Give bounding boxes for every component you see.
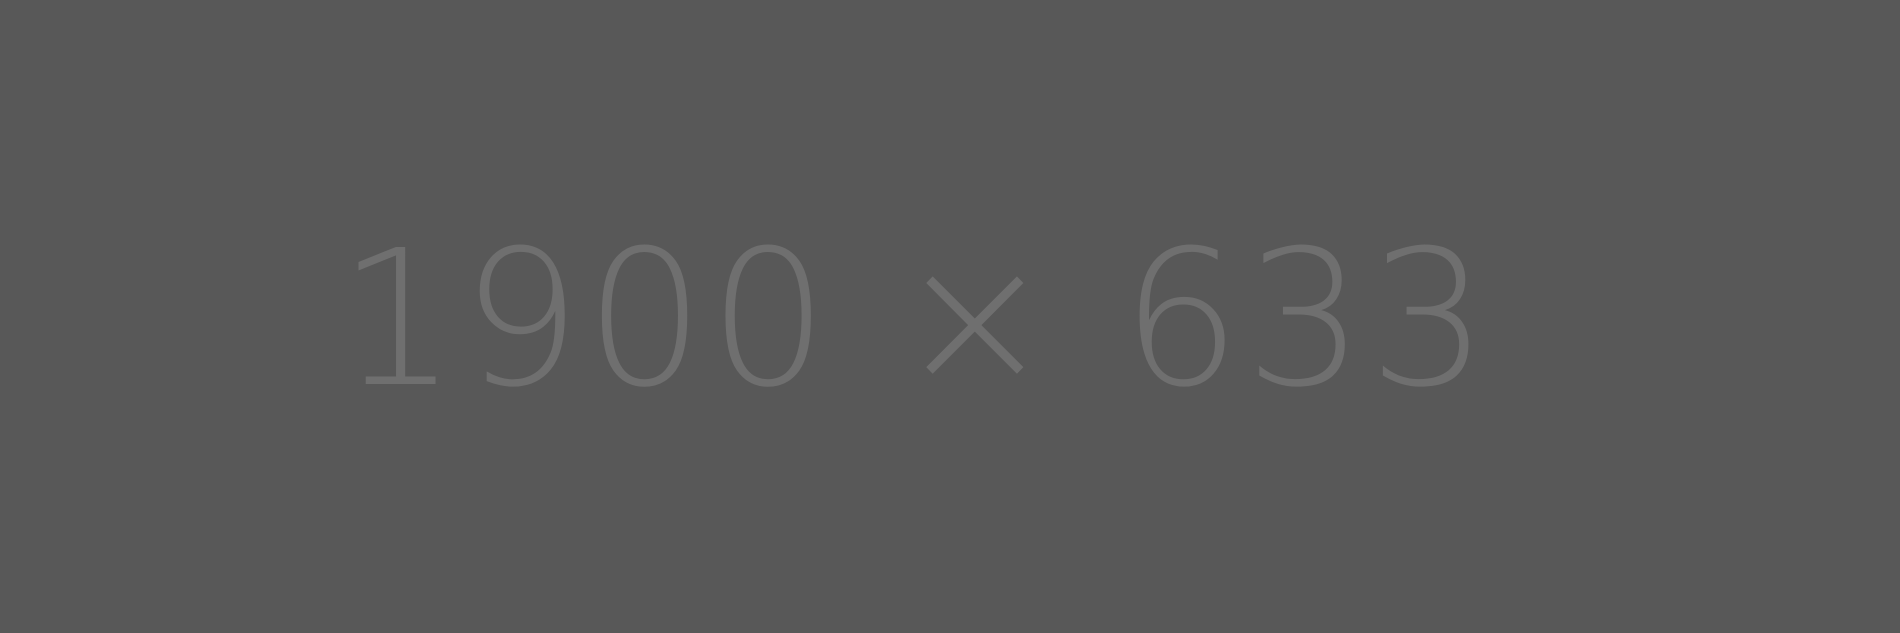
dimensions-label: 1900 × 633 bbox=[337, 210, 1493, 429]
